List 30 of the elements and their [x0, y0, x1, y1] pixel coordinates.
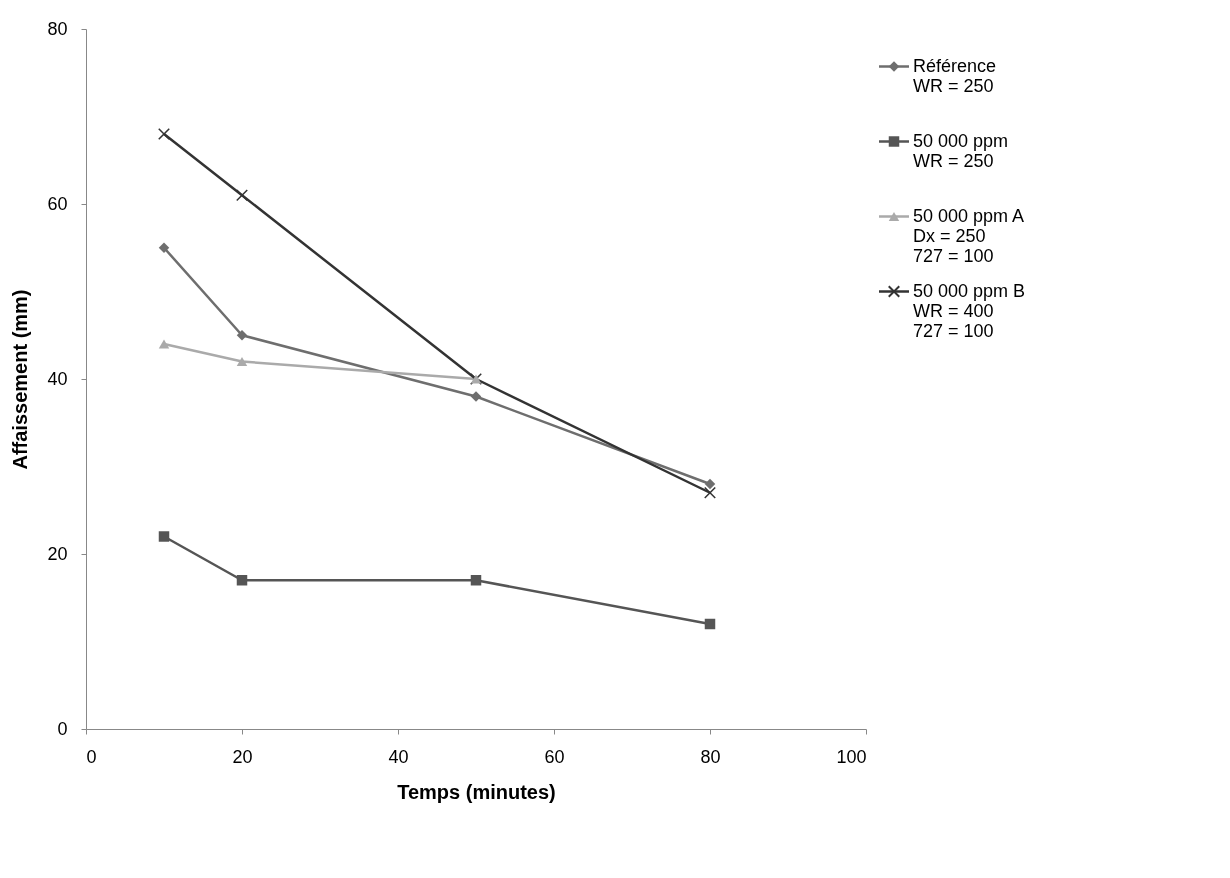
point — [158, 531, 170, 542]
point — [158, 242, 170, 253]
x-tick-label: 80 — [700, 746, 721, 767]
y-axis-title: Affaissement (mm) — [9, 289, 32, 470]
point — [704, 486, 716, 499]
point — [704, 618, 716, 630]
point — [158, 128, 170, 140]
point — [236, 189, 248, 202]
legend-label: 50 000 ppm B WR = 400 727 = 100 — [913, 280, 1026, 341]
y-tick-label: 60 — [47, 193, 68, 214]
point — [236, 575, 248, 586]
x-tick-label: 0 — [86, 746, 97, 767]
x-tick-label: 20 — [232, 746, 253, 767]
legend-label: Référence WR = 250 — [913, 55, 997, 96]
x-tick-label: 60 — [544, 746, 565, 767]
legend-label: 50 000 ppm A Dx = 250 727 = 100 — [913, 205, 1025, 266]
point — [158, 339, 170, 349]
point — [236, 356, 248, 367]
x-tick-label: 40 — [388, 746, 409, 767]
y-tick-label: 0 — [57, 718, 68, 739]
point — [704, 478, 716, 490]
y-tick-label: 80 — [47, 18, 68, 39]
legend-label: 50 000 ppm WR = 250 — [913, 130, 1009, 171]
x-tick-label: 100 — [836, 746, 867, 767]
point — [470, 575, 482, 586]
x-axis-title: Temps (minutes) — [397, 780, 556, 803]
point — [470, 391, 482, 402]
point — [236, 330, 248, 341]
y-tick-label: 20 — [47, 543, 68, 564]
y-tick-label: 40 — [47, 368, 68, 389]
